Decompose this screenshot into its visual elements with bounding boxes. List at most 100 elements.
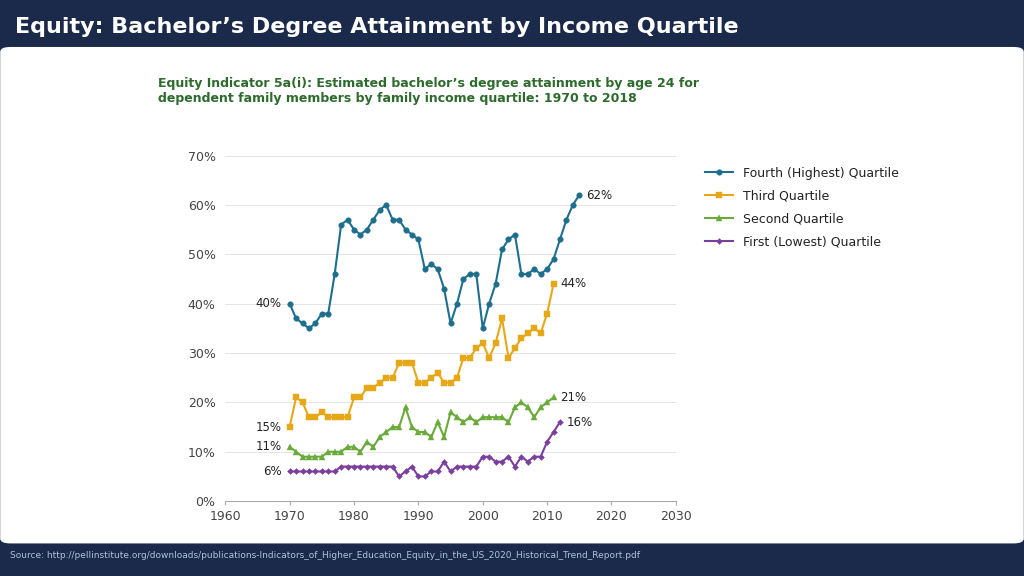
First (Lowest) Quartile	[290, 468, 302, 475]
Second Quartile	[309, 453, 322, 460]
Third Quartile	[360, 384, 373, 391]
Third Quartile	[419, 379, 431, 386]
First (Lowest) Quartile	[535, 453, 547, 460]
Second Quartile	[521, 404, 534, 411]
Third Quartile	[368, 384, 380, 391]
Second Quartile	[399, 404, 412, 411]
Second Quartile	[438, 434, 451, 441]
First (Lowest) Quartile	[496, 458, 508, 465]
Third Quartile	[399, 359, 412, 366]
Fourth (Highest) Quartile	[554, 236, 566, 243]
Second Quartile	[503, 419, 515, 426]
Fourth (Highest) Quartile	[458, 275, 470, 282]
Second Quartile	[541, 399, 553, 406]
First (Lowest) Quartile	[309, 468, 322, 475]
Third Quartile	[348, 394, 360, 401]
Second Quartile	[483, 414, 496, 420]
Fourth (Highest) Quartile	[290, 315, 302, 322]
Second Quartile	[425, 434, 437, 441]
Fourth (Highest) Quartile	[413, 236, 425, 243]
Fourth (Highest) Quartile	[483, 300, 496, 307]
First (Lowest) Quartile	[329, 468, 341, 475]
Second Quartile	[354, 448, 367, 455]
Third Quartile	[438, 379, 451, 386]
Text: 11%: 11%	[255, 440, 282, 453]
Third Quartile	[329, 414, 341, 420]
Second Quartile	[444, 409, 457, 416]
First (Lowest) Quartile	[348, 463, 360, 470]
Third Quartile	[535, 330, 547, 337]
Fourth (Highest) Quartile	[296, 320, 308, 327]
Fourth (Highest) Quartile	[399, 226, 412, 233]
First (Lowest) Quartile	[521, 458, 534, 465]
Fourth (Highest) Quartile	[496, 246, 508, 253]
Fourth (Highest) Quartile	[354, 231, 367, 238]
Third Quartile	[489, 340, 502, 347]
Fourth (Highest) Quartile	[444, 320, 457, 327]
Third Quartile	[309, 414, 322, 420]
First (Lowest) Quartile	[380, 463, 392, 470]
Third Quartile	[425, 374, 437, 381]
Fourth (Highest) Quartile	[419, 266, 431, 272]
First (Lowest) Quartile	[464, 463, 476, 470]
Text: 62%: 62%	[586, 188, 612, 202]
Second Quartile	[535, 404, 547, 411]
First (Lowest) Quartile	[503, 453, 515, 460]
Second Quartile	[335, 448, 347, 455]
Text: Equity Indicator 5a(i): Estimated bachelor’s degree attainment by age 24 for
dep: Equity Indicator 5a(i): Estimated bachel…	[158, 77, 699, 105]
Text: Equity: Bachelor’s Degree Attainment by Income Quartile: Equity: Bachelor’s Degree Attainment by …	[15, 17, 739, 37]
Fourth (Highest) Quartile	[573, 192, 586, 199]
First (Lowest) Quartile	[419, 473, 431, 480]
First (Lowest) Quartile	[323, 468, 335, 475]
Fourth (Highest) Quartile	[323, 310, 335, 317]
Fourth (Highest) Quartile	[315, 310, 328, 317]
Second Quartile	[296, 453, 308, 460]
Third Quartile	[451, 374, 463, 381]
Second Quartile	[489, 414, 502, 420]
Fourth (Highest) Quartile	[438, 285, 451, 292]
Second Quartile	[451, 414, 463, 420]
Line: Fourth (Highest) Quartile: Fourth (Highest) Quartile	[287, 192, 582, 331]
Third Quartile	[323, 414, 335, 420]
First (Lowest) Quartile	[413, 473, 425, 480]
First (Lowest) Quartile	[431, 468, 443, 475]
Fourth (Highest) Quartile	[329, 271, 341, 278]
Third Quartile	[335, 414, 347, 420]
Fourth (Highest) Quartile	[406, 231, 418, 238]
Second Quartile	[380, 429, 392, 435]
Second Quartile	[386, 423, 398, 430]
Second Quartile	[509, 404, 521, 411]
Third Quartile	[393, 359, 406, 366]
Second Quartile	[323, 448, 335, 455]
Fourth (Highest) Quartile	[431, 266, 443, 272]
First (Lowest) Quartile	[438, 458, 451, 465]
First (Lowest) Quartile	[425, 468, 437, 475]
Second Quartile	[284, 444, 296, 450]
Third Quartile	[406, 359, 418, 366]
Third Quartile	[458, 354, 470, 361]
Fourth (Highest) Quartile	[548, 256, 560, 263]
Fourth (Highest) Quartile	[464, 271, 476, 278]
Second Quartile	[406, 423, 418, 430]
Second Quartile	[368, 444, 380, 450]
Fourth (Highest) Quartile	[470, 271, 482, 278]
First (Lowest) Quartile	[509, 463, 521, 470]
Second Quartile	[419, 429, 431, 435]
First (Lowest) Quartile	[335, 463, 347, 470]
First (Lowest) Quartile	[284, 468, 296, 475]
Fourth (Highest) Quartile	[341, 216, 353, 223]
Third Quartile	[515, 335, 527, 342]
Fourth (Highest) Quartile	[528, 266, 541, 272]
Second Quartile	[476, 414, 488, 420]
First (Lowest) Quartile	[393, 473, 406, 480]
Third Quartile	[444, 379, 457, 386]
First (Lowest) Quartile	[515, 453, 527, 460]
Fourth (Highest) Quartile	[566, 202, 579, 209]
Third Quartile	[290, 394, 302, 401]
Line: First (Lowest) Quartile: First (Lowest) Quartile	[288, 420, 562, 479]
Fourth (Highest) Quartile	[380, 202, 392, 209]
First (Lowest) Quartile	[470, 463, 482, 470]
First (Lowest) Quartile	[541, 438, 553, 445]
Second Quartile	[496, 414, 508, 420]
Second Quartile	[458, 419, 470, 426]
